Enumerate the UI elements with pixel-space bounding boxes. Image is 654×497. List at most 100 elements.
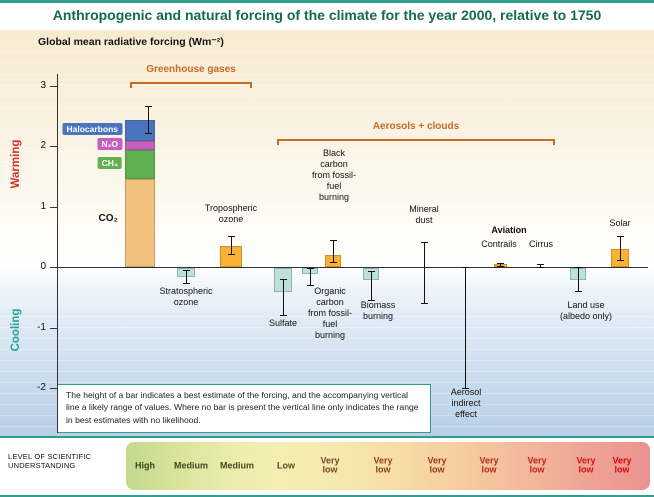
losu-entry: Medium — [219, 460, 254, 471]
bar-tropospheric-ozone — [220, 245, 242, 267]
error-bar-line — [577, 267, 579, 292]
losu-separator-line — [0, 436, 654, 438]
error-bar-cap — [329, 239, 337, 241]
error-bar-cap — [144, 106, 152, 108]
y-tick-label: 1 — [40, 200, 46, 212]
greenhouse-gases-group-label: Greenhouse gases — [146, 64, 236, 75]
caption-box: The height of a bar indicates a best est… — [57, 384, 431, 433]
error-bar-cap — [536, 266, 544, 268]
y-tick-mark — [50, 146, 57, 147]
label-cirrus: Cirrus — [529, 239, 553, 249]
error-bar-cap — [616, 260, 624, 262]
ghg-chip-n-o: N₂O — [97, 138, 122, 151]
ghg-chip-halocarbons: Halocarbons — [62, 123, 122, 136]
error-bar-line — [230, 236, 232, 255]
error-bar-line — [464, 267, 466, 388]
y-tick-label: 2 — [40, 140, 46, 151]
error-bar-line — [309, 268, 311, 286]
error-bar-cap — [367, 270, 375, 272]
error-bar-cap — [144, 133, 152, 135]
error-bar-line — [370, 271, 372, 301]
label-solar: Solar — [609, 218, 631, 228]
label-aviation: Aviation — [491, 225, 527, 235]
losu-heading-line2: UNDERSTANDING — [8, 461, 76, 470]
label-stratospheric-ozone: Stratospheric ozone — [159, 286, 213, 307]
losu-entry: Very low — [479, 455, 499, 475]
y-tick-mark — [50, 206, 57, 208]
figure-title: Anthropogenic and natural forcing of the… — [52, 7, 602, 23]
error-bar-cap — [536, 264, 544, 266]
error-bar-cap — [306, 284, 314, 286]
aerosols-clouds-bracket — [277, 139, 555, 145]
losu-heading: LEVEL OF SCIENTIFIC UNDERSTANDING — [8, 452, 91, 470]
label-black-carbon-from-fossil-fuel-burning: Black carbon from fossil-fuel burning — [311, 148, 356, 202]
error-bar-cap — [420, 242, 428, 244]
error-bar-cap — [496, 266, 504, 268]
ghg-segment-n-o — [125, 140, 155, 150]
losu-color-band — [126, 442, 650, 490]
ghg-segment-halocarbons — [125, 119, 155, 141]
losu-heading-line1: LEVEL OF SCIENTIFIC — [8, 452, 92, 461]
error-bar-line — [423, 242, 425, 304]
y-tick-mark — [50, 85, 57, 87]
losu-entry: Very low — [320, 455, 340, 475]
label-tropospheric-ozone: Tropospheric ozone — [204, 203, 258, 224]
y-tick-mark — [50, 327, 57, 329]
y-axis-title: Global mean radiative forcing (Wm⁻²) — [38, 36, 224, 48]
ghg-chip-co-: CO₂ — [98, 212, 118, 224]
error-bar-cap — [496, 262, 504, 264]
label-aerosol-indirect-effect: Aerosol indirect effect — [450, 387, 482, 419]
y-tick-label: -1 — [37, 321, 46, 333]
label-contrails: Contrails — [481, 239, 517, 249]
losu-entry: High — [135, 460, 155, 471]
error-bar-line — [147, 106, 149, 134]
label-biomass-burning: Biomass burning — [360, 300, 396, 321]
error-bar-cap — [182, 269, 190, 271]
error-bar-line — [282, 279, 284, 316]
error-bar-cap — [279, 314, 287, 316]
error-bar-cap — [574, 290, 582, 292]
losu-entry: Low — [277, 460, 295, 471]
error-bar-line — [539, 264, 541, 267]
caption-text: The height of a bar indicates a best est… — [66, 390, 419, 425]
error-bar-cap — [182, 283, 190, 285]
error-bar-cap — [306, 268, 314, 270]
greenhouse-gases-bracket — [130, 82, 252, 88]
error-bar-line — [619, 236, 621, 261]
losu-entry: Very low — [576, 455, 596, 475]
zero-line — [57, 267, 648, 268]
bottom-border — [0, 495, 654, 497]
label-land-use-albedo-only-: Land use (albedo only) — [559, 300, 613, 321]
error-bar-cap — [279, 278, 287, 280]
error-bar-line — [185, 270, 187, 284]
error-bar-cap — [461, 387, 469, 389]
error-bar-cap — [420, 302, 428, 304]
y-tick-mark — [50, 388, 57, 389]
y-tick-mark — [50, 267, 57, 268]
aerosols-clouds-group-label: Aerosols + clouds — [372, 121, 460, 132]
error-bar-line — [332, 240, 334, 263]
losu-entry: Very low — [612, 455, 632, 475]
error-bar-cap — [574, 266, 582, 268]
error-bar-cap — [616, 236, 624, 238]
losu-entry: Medium — [173, 460, 208, 471]
error-bar-cap — [227, 236, 235, 238]
error-bar-line — [499, 263, 501, 267]
error-bar-cap — [461, 266, 469, 268]
error-bar-cap — [329, 261, 337, 263]
label-mineral-dust: Mineral dust — [409, 204, 439, 225]
chart-background-gradient — [0, 30, 654, 436]
losu-entry: Very low — [373, 455, 393, 475]
label-sulfate: Sulfate — [268, 318, 298, 328]
label-organic-carbon-from-fossil-fuel-burning: Organic carbon from fossil-fuel burning — [307, 286, 352, 340]
ghg-segment-co- — [125, 178, 155, 267]
ghg-chip-ch-: CH₄ — [97, 157, 122, 170]
y-axis-line — [57, 74, 58, 433]
error-bar-cap — [367, 299, 375, 301]
error-bar-cap — [227, 254, 235, 256]
y-tick-label: 0 — [40, 261, 46, 272]
ghg-segment-ch- — [125, 149, 155, 179]
y-tick-label: 3 — [40, 79, 46, 91]
